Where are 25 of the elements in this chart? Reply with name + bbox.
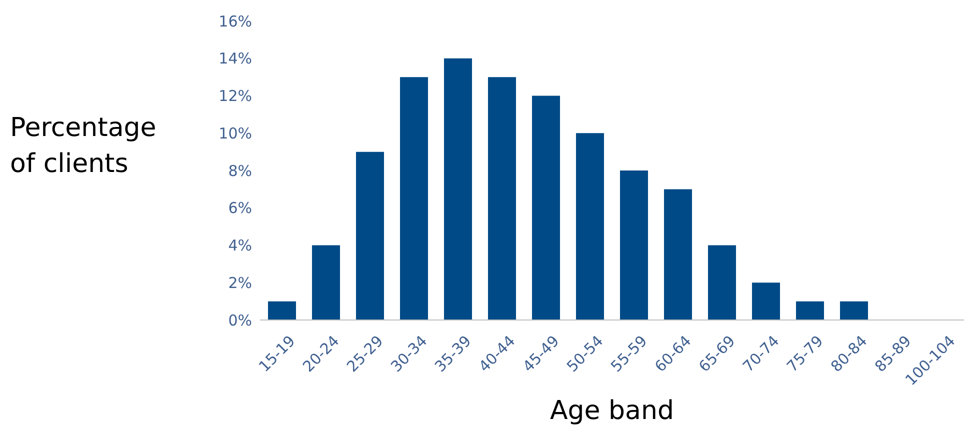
y-tick-label: 4%	[228, 236, 252, 255]
bar	[312, 245, 340, 320]
bar	[840, 301, 868, 320]
bar	[620, 170, 648, 320]
bar	[576, 133, 604, 320]
bar	[356, 152, 384, 320]
bar	[752, 282, 780, 320]
y-tick-label: 10%	[218, 124, 252, 142]
bar	[796, 301, 824, 320]
bar	[400, 77, 428, 320]
y-tick-label: 6%	[228, 199, 252, 218]
x-axis-title: Age band	[549, 396, 675, 426]
bar	[488, 77, 516, 320]
y-tick-label: 0%	[228, 311, 252, 330]
y-tick-label: 16%	[218, 12, 252, 30]
y-axis-title: Percentage of clients	[10, 112, 158, 181]
bar	[444, 58, 472, 320]
bar	[708, 245, 736, 320]
y-tick-label: 8%	[228, 162, 252, 180]
y-tick-label: 14%	[218, 50, 252, 68]
y-tick-label: 2%	[228, 274, 252, 292]
y-tick-label: 12%	[218, 87, 252, 106]
bar	[664, 189, 692, 320]
bar	[532, 96, 560, 320]
bar	[268, 301, 296, 320]
